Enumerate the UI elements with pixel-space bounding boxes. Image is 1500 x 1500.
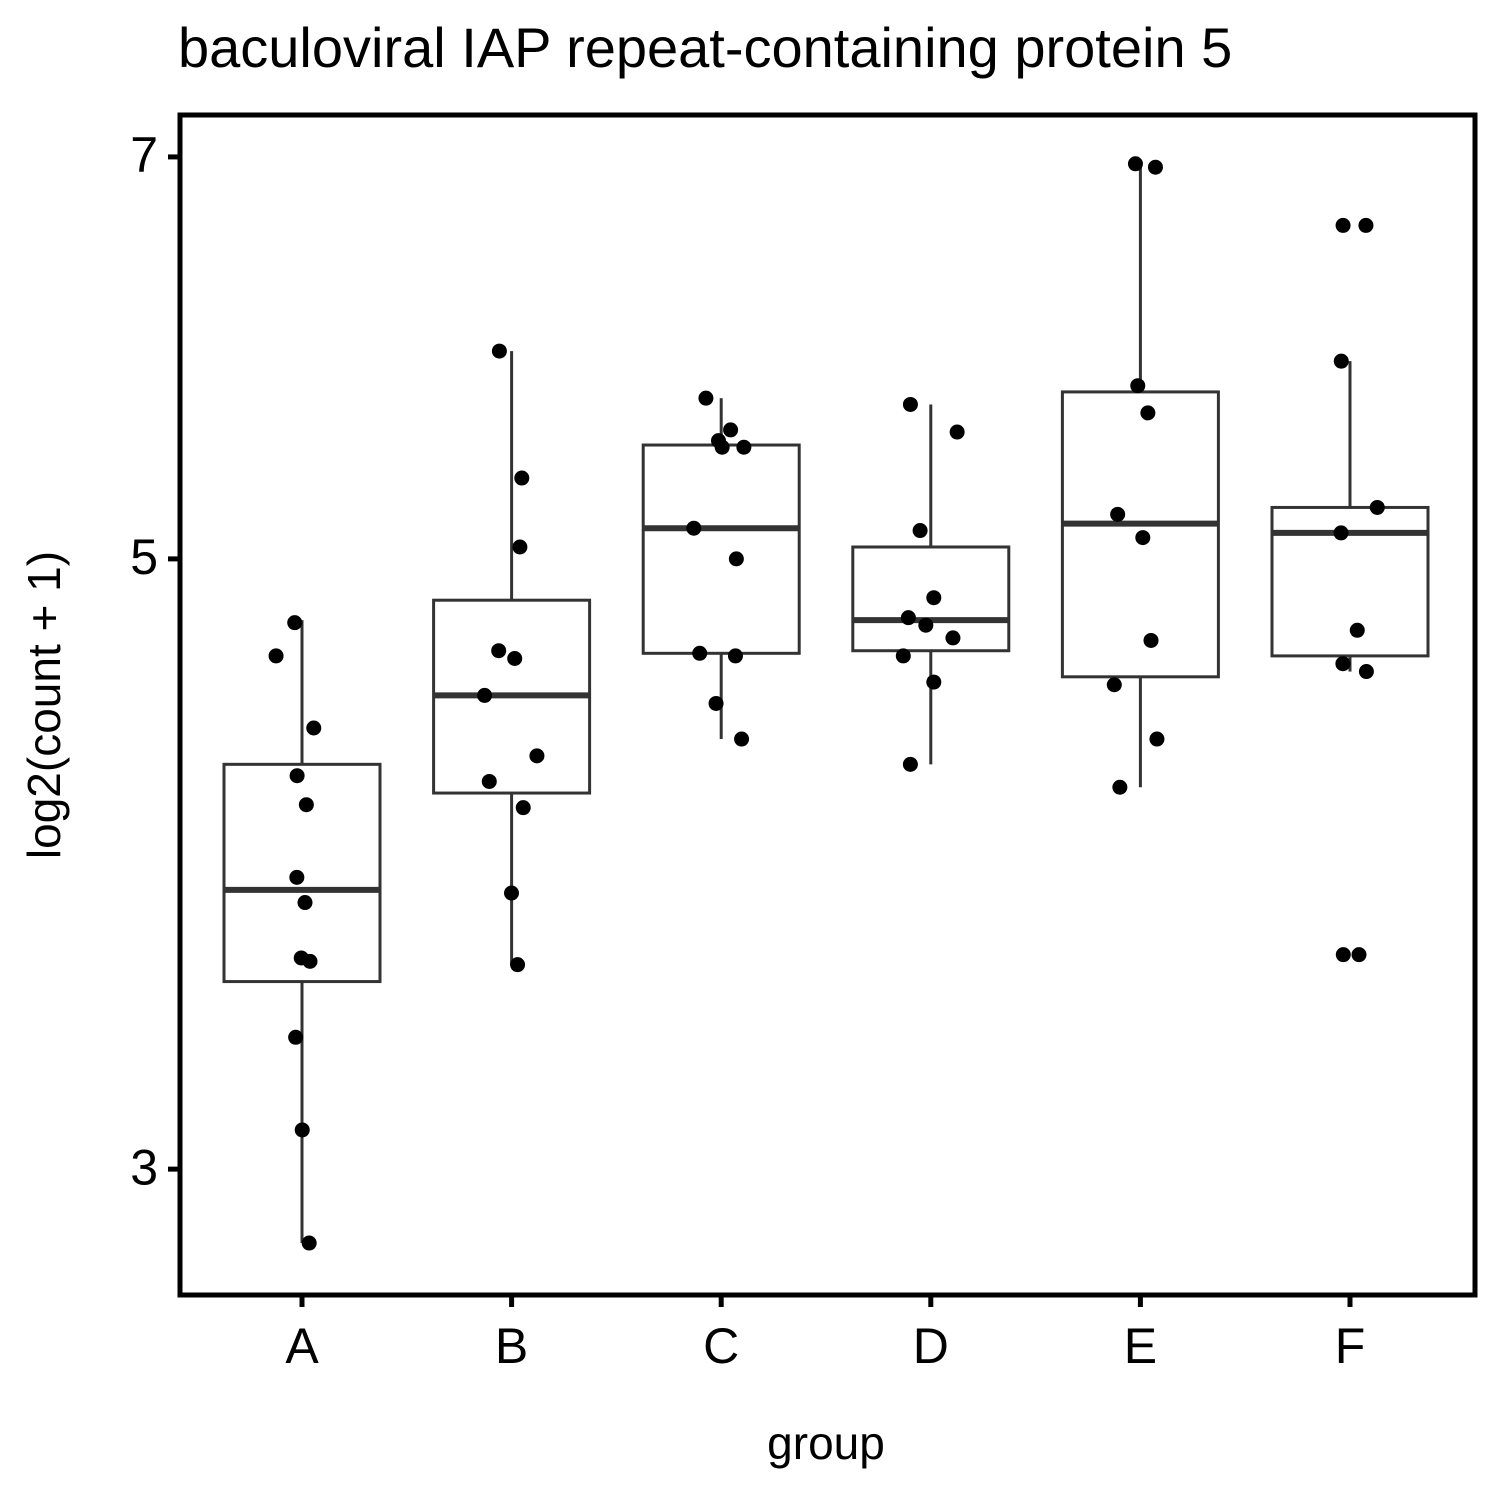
data-point	[1335, 217, 1351, 233]
data-point	[1140, 405, 1156, 421]
data-point	[918, 617, 934, 633]
data-point	[268, 648, 284, 664]
data-point	[698, 390, 714, 406]
data-point	[736, 439, 752, 455]
data-point	[727, 648, 743, 664]
data-point	[692, 645, 708, 661]
data-point	[902, 756, 918, 772]
data-point	[306, 720, 322, 736]
y-tick-label: 7	[130, 127, 158, 183]
data-point	[294, 1122, 310, 1138]
data-point	[926, 590, 942, 606]
data-point	[1335, 656, 1351, 672]
data-point	[900, 610, 916, 626]
chart-title: baculoviral IAP repeat-containing protei…	[178, 16, 1232, 79]
y-tick-label: 3	[130, 1139, 158, 1195]
x-tick-label: B	[495, 1318, 528, 1374]
x-tick-label: C	[703, 1318, 739, 1374]
data-point	[1149, 731, 1165, 747]
data-point	[503, 885, 519, 901]
data-point	[477, 687, 493, 703]
x-tick-label: E	[1124, 1318, 1157, 1374]
plot-frame	[177, 112, 1478, 1298]
x-axis-label: group	[767, 1417, 885, 1469]
data-point	[302, 953, 318, 969]
data-point	[288, 1029, 304, 1045]
data-point	[1130, 378, 1146, 394]
data-point	[734, 731, 750, 747]
data-point	[301, 1235, 317, 1251]
data-point	[895, 648, 911, 664]
data-point	[491, 343, 507, 359]
data-point	[708, 695, 724, 711]
y-tick-label: 5	[130, 529, 158, 585]
data-point	[297, 895, 313, 911]
data-point	[949, 424, 965, 440]
data-point	[1110, 506, 1126, 522]
data-point	[298, 797, 314, 813]
data-point	[515, 800, 531, 816]
data-point	[507, 650, 523, 666]
data-point	[1351, 947, 1367, 963]
data-point	[491, 643, 507, 659]
data-point	[902, 396, 918, 412]
data-point	[728, 551, 744, 567]
data-point	[723, 422, 739, 438]
box	[222, 762, 382, 984]
data-point	[1349, 622, 1365, 638]
x-tick-label: F	[1335, 1318, 1366, 1374]
data-point	[1333, 525, 1349, 541]
data-point	[481, 773, 497, 789]
data-point	[1147, 159, 1163, 175]
box	[851, 545, 1011, 653]
data-point	[714, 439, 730, 455]
data-point	[1358, 664, 1374, 680]
data-point	[912, 523, 928, 539]
data-point	[510, 957, 526, 973]
data-point	[945, 630, 961, 646]
data-point	[1369, 499, 1385, 515]
data-point	[1333, 353, 1349, 369]
data-point	[289, 768, 305, 784]
data-point	[1127, 156, 1143, 172]
data-point	[1106, 677, 1122, 693]
data-point	[686, 520, 702, 536]
data-point	[289, 869, 305, 885]
data-point	[512, 539, 528, 555]
data-point	[1335, 947, 1351, 963]
data-point	[1112, 779, 1128, 795]
data-point	[514, 470, 530, 486]
x-tick-label: D	[913, 1318, 949, 1374]
data-point	[1135, 530, 1151, 546]
data-point	[529, 748, 545, 764]
data-point	[1358, 217, 1374, 233]
data-point	[1143, 632, 1159, 648]
x-tick-label: A	[285, 1318, 319, 1374]
y-axis-label: log2(count + 1)	[18, 551, 70, 859]
data-point	[926, 674, 942, 690]
box	[1270, 505, 1430, 658]
data-point	[287, 615, 303, 631]
